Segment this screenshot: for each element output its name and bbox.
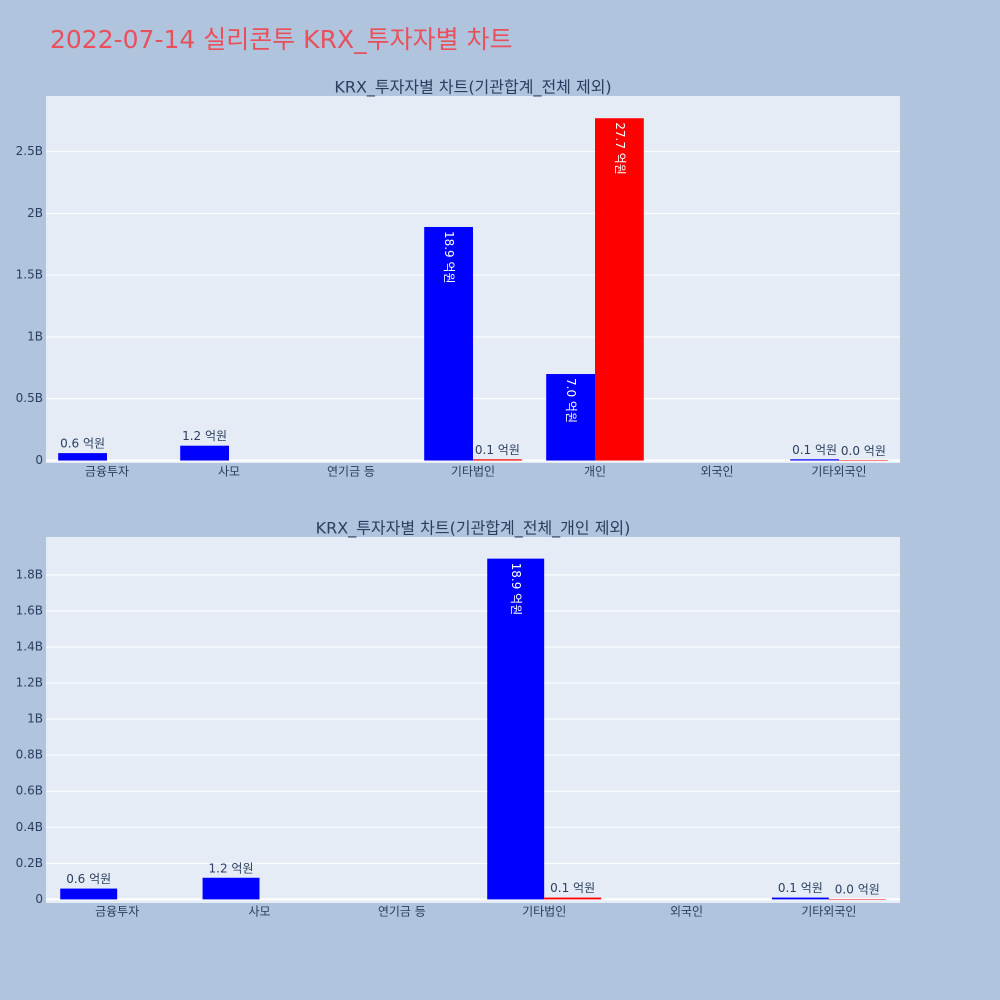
value-label: 27.7 억원 — [613, 122, 627, 175]
y-tick-label: 1.4B — [16, 639, 43, 653]
chart-title: KRX_투자자별 차트(기관합계_전체_개인 제외) — [316, 519, 631, 539]
x-tick-label: 사모 — [248, 905, 270, 919]
bar — [546, 374, 595, 461]
x-tick-label: 연기금 등 — [327, 465, 375, 479]
x-tick-label: 외국인 — [670, 905, 703, 919]
y-tick-label: 0 — [35, 453, 43, 467]
y-tick-label: 1.8B — [16, 567, 43, 581]
chart-title: KRX_투자자별 차트(기관합계_전체 제외) — [334, 78, 611, 98]
y-tick-label: 1B — [27, 712, 43, 726]
y-tick-label: 1.2B — [16, 676, 43, 690]
value-label: 1.2 억원 — [182, 429, 227, 443]
y-tick-label: 0 — [35, 892, 43, 906]
value-label: 0.6 억원 — [66, 872, 111, 886]
bar — [595, 118, 644, 461]
x-tick-label: 개인 — [584, 465, 606, 479]
bar — [544, 897, 602, 900]
plot-area — [46, 537, 900, 903]
value-label: 0.6 억원 — [60, 437, 105, 451]
value-label: 0.1 억원 — [550, 881, 595, 895]
value-label: 0.0 억원 — [835, 883, 880, 897]
y-tick-label: 1.5B — [16, 268, 43, 282]
x-tick-label: 기타외국인 — [811, 465, 866, 479]
x-tick-label: 외국인 — [700, 465, 733, 479]
value-label: 18.9 억원 — [509, 563, 523, 616]
bar — [839, 460, 888, 461]
y-tick-label: 2.5B — [16, 144, 43, 158]
x-tick-label: 금융투자 — [85, 465, 129, 479]
x-tick-label: 기타외국인 — [801, 905, 856, 919]
value-label: 7.0 억원 — [564, 378, 578, 423]
x-tick-label: 기타법인 — [451, 465, 495, 479]
x-tick-label: 기타법인 — [522, 905, 566, 919]
bar — [771, 897, 829, 900]
y-tick-label: 0.4B — [16, 820, 43, 834]
y-tick-label: 1B — [27, 329, 43, 343]
bar — [58, 453, 107, 461]
x-tick-label: 금융투자 — [95, 905, 139, 919]
y-tick-label: 0.8B — [16, 748, 43, 762]
value-label: 0.1 억원 — [792, 443, 837, 457]
y-tick-label: 2B — [27, 206, 43, 220]
value-label: 18.9 억원 — [442, 231, 456, 284]
y-tick-label: 0.5B — [16, 391, 43, 405]
bar — [487, 558, 545, 900]
page-title: 2022-07-14 실리콘투 KRX_투자자별 차트 — [50, 25, 513, 54]
x-tick-label: 사모 — [218, 465, 240, 479]
x-tick-label: 연기금 등 — [378, 905, 426, 919]
value-label: 0.0 억원 — [841, 444, 886, 458]
value-label: 0.1 억원 — [778, 881, 823, 895]
bar — [202, 877, 260, 900]
y-tick-label: 1.6B — [16, 603, 43, 617]
bar — [828, 899, 886, 900]
bar — [790, 459, 839, 461]
value-label: 0.1 억원 — [475, 443, 520, 457]
bar — [60, 888, 118, 900]
bar — [180, 445, 229, 461]
bar — [473, 459, 522, 461]
y-tick-label: 0.6B — [16, 784, 43, 798]
bar — [424, 226, 473, 461]
value-label: 1.2 억원 — [209, 861, 254, 875]
y-tick-label: 0.2B — [16, 856, 43, 870]
